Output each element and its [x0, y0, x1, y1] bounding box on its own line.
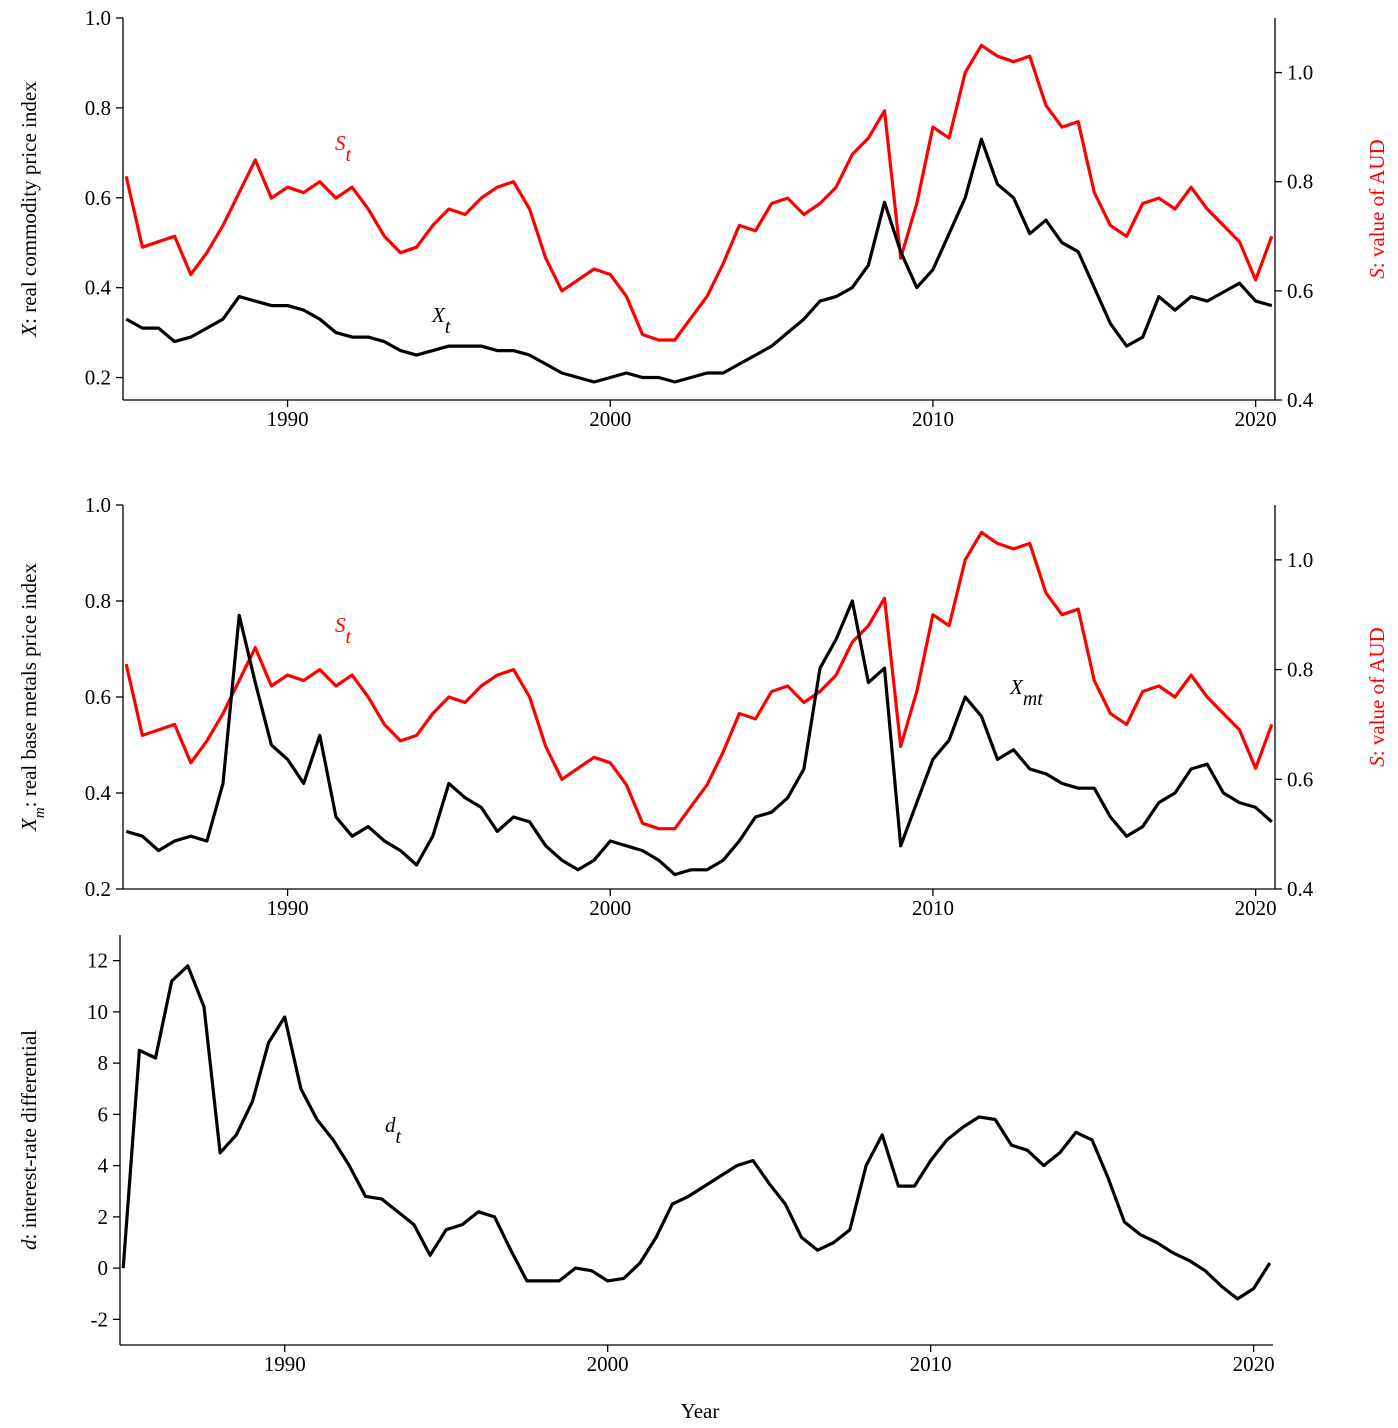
y-axis-label-text: : interest-rate differential	[17, 1030, 41, 1240]
line-label: St	[335, 613, 352, 648]
line-label-main: S	[335, 131, 346, 155]
y-axis-label: d: interest-rate differential	[17, 1030, 41, 1250]
data-line	[125, 599, 1273, 877]
y-axis-label-sub: m	[32, 807, 48, 818]
y-tick-label: 0.4	[85, 781, 112, 805]
y-tick-label: 1.0	[85, 6, 111, 30]
y-axis-label-symbol: X	[17, 323, 41, 338]
y-tick-label: 0.4	[85, 276, 112, 300]
data-line	[121, 964, 1272, 1301]
x-tick-label: 2020	[1233, 1352, 1275, 1376]
line-label-main: d	[385, 1113, 396, 1137]
y2-tick-label: 0.4	[1287, 877, 1314, 901]
x-tick-label: 2010	[910, 1352, 952, 1376]
data-line	[124, 43, 1274, 342]
x-tick-label: 2000	[589, 896, 631, 920]
y2-tick-label: 0.6	[1287, 767, 1313, 791]
x-tick-label: 1990	[264, 1352, 306, 1376]
x-tick-label: 2000	[587, 1352, 629, 1376]
line-label: Xt	[431, 303, 451, 338]
y2-tick-label: 0.6	[1287, 279, 1313, 303]
y-tick-label: 6	[98, 1102, 109, 1126]
line-label-sub: mt	[1023, 688, 1043, 710]
y-axis-label: X: real commodity price index	[17, 81, 41, 338]
y-tick-label: -2	[91, 1307, 109, 1331]
y-axis-label: Xm: real base metals price index	[17, 563, 48, 832]
y-axis-label-symbol: d	[17, 1239, 41, 1250]
y-axis-label-symbol: X	[17, 817, 41, 832]
y2-axis-label-symbol: S	[1365, 268, 1389, 279]
line-label-main: S	[335, 613, 346, 637]
x-tick-label: 2020	[1235, 896, 1277, 920]
y2-tick-label: 1.0	[1287, 61, 1313, 85]
x-axis-label: Year	[681, 1399, 720, 1423]
y2-axis-label-text: : value of AUD	[1365, 139, 1389, 268]
y-tick-label: 0.8	[85, 589, 111, 613]
y2-tick-label: 0.4	[1287, 388, 1314, 412]
y2-tick-label: 0.8	[1287, 170, 1313, 194]
y2-tick-label: 1.0	[1287, 548, 1313, 572]
line-label-sub: t	[445, 316, 451, 338]
y-tick-label: 10	[87, 1000, 108, 1024]
y-tick-label: 0	[98, 1256, 109, 1280]
x-tick-label: 2010	[912, 896, 954, 920]
line-label: St	[335, 131, 352, 166]
y-tick-label: 8	[98, 1051, 109, 1075]
y-tick-label: 0.6	[85, 685, 111, 709]
line-label-main: X	[1009, 675, 1024, 699]
y2-axis-label: S: value of AUD	[1365, 627, 1389, 766]
y-tick-label: 1.0	[85, 493, 111, 517]
data-line	[124, 530, 1274, 831]
y-axis-label-text: : real base metals price index	[17, 563, 41, 808]
y2-axis-label-symbol: S	[1365, 756, 1389, 767]
line-label-main: X	[431, 303, 446, 327]
y-tick-label: 0.2	[85, 366, 111, 390]
y2-tick-label: 0.8	[1287, 658, 1313, 682]
y2-axis-label: S: value of AUD	[1365, 139, 1389, 278]
line-label: Xmt	[1009, 675, 1043, 710]
line-label-sub: t	[396, 1126, 402, 1148]
line-label-sub: t	[346, 626, 352, 648]
x-tick-label: 2020	[1235, 407, 1277, 431]
y-tick-label: 0.8	[85, 96, 111, 120]
y-tick-label: 2	[98, 1205, 109, 1229]
y-tick-label: 0.2	[85, 877, 111, 901]
x-tick-label: 2000	[589, 407, 631, 431]
y-tick-label: 4	[98, 1154, 109, 1178]
y-axis-label-text: : real commodity price index	[17, 81, 41, 324]
x-tick-label: 1990	[267, 407, 309, 431]
y-tick-label: 12	[87, 949, 108, 973]
y2-axis-label-text: : value of AUD	[1365, 627, 1389, 756]
line-label: dt	[385, 1113, 402, 1148]
y-tick-label: 0.6	[85, 186, 111, 210]
line-label-sub: t	[346, 144, 352, 166]
x-tick-label: 2010	[912, 407, 954, 431]
data-line	[125, 137, 1273, 384]
x-tick-label: 1990	[267, 896, 309, 920]
